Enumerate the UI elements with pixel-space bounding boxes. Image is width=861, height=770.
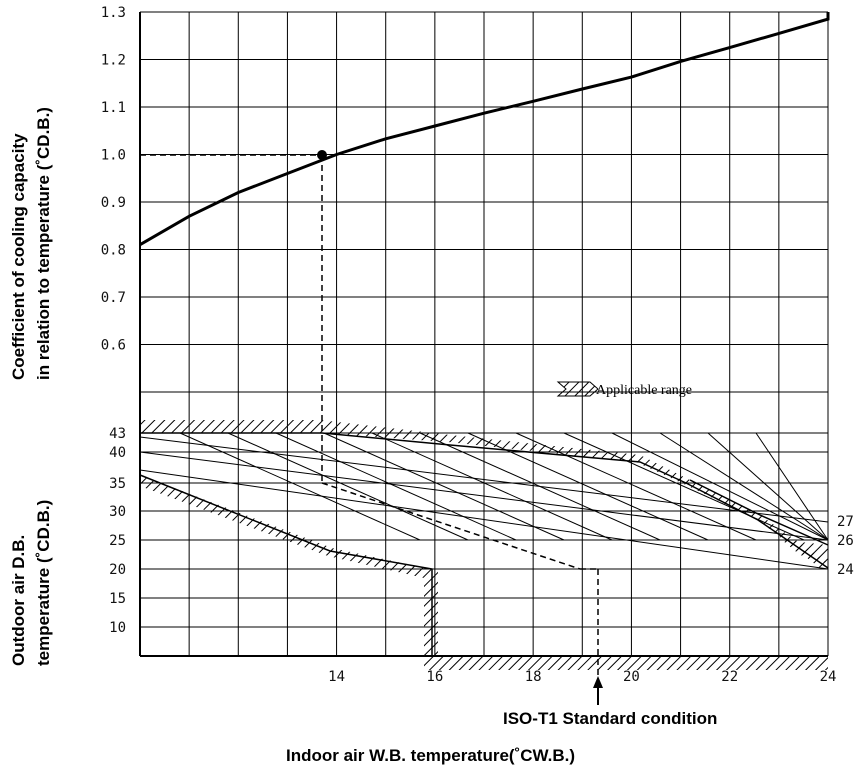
upper-y-label-line1: Coefficient of cooling capacity [9,133,28,380]
lower-y-label-line2: temperature (˚CD.B.) [34,500,53,666]
lower-tick-label: 40 [109,445,126,461]
range-diagonal [707,432,829,541]
lower-y-tick-labels: 43 40 35 30 25 20 15 10 [109,426,126,636]
upper-tick-label: 0.7 [101,290,126,306]
range-diagonal [323,432,565,541]
standard-condition-arrow [593,676,603,705]
right-label: 26 [837,533,854,549]
range-diagonal [139,469,829,570]
range-diagonal [755,432,829,541]
x-tick-label: 20 [623,669,640,685]
lower-tick-label: 43 [109,426,126,442]
x-axis-label: Indoor air W.B. temperature(˚CW.B.) [286,746,575,765]
x-tick-label: 18 [525,669,542,685]
lower-tick-label: 15 [109,591,126,607]
range-diagonal [659,432,829,541]
range-lines [139,432,829,656]
range-diagonal [275,432,517,541]
x-tick-label: 14 [328,669,345,685]
x-tick-label: 16 [426,669,443,685]
upper-tick-label: 1.1 [101,100,126,116]
right-side-labels: 27 26 24 [837,514,854,578]
range-left-edge [139,474,433,656]
x-tick-label: 22 [721,669,738,685]
upper-y-label-line2: in relation to temperature (˚CD.B.) [34,107,53,380]
lower-y-label-line1: Outdoor air D.B. [9,535,28,666]
upper-tick-label: 0.6 [101,338,126,354]
legend-label: Applicable range [596,383,692,398]
upper-tick-label: 1.0 [101,148,126,164]
range-diagonal [563,432,805,541]
range-diagonal [515,432,757,541]
upper-y-tick-labels: 1.3 1.2 1.1 1.0 0.9 0.8 0.7 0.6 [101,5,126,354]
annotation-iso-t1: ISO-T1 Standard condition [503,709,717,728]
reference-lines [140,154,599,680]
ref-diagonal [321,482,581,570]
range-diagonal [139,451,829,541]
hatch-left-boundary [140,475,438,656]
x-tick-label: 24 [820,669,837,685]
lower-tick-label: 35 [109,476,126,492]
range-diagonal [179,432,421,541]
range-diagonal [139,436,829,523]
lower-tick-label: 25 [109,533,126,549]
right-label: 24 [837,562,854,578]
upper-tick-label: 1.2 [101,53,126,69]
range-diagonal [611,432,829,541]
reference-point [317,150,327,160]
hatch-bottom-boundary [424,656,828,670]
legend: Applicable range [556,381,692,398]
grid-lines [140,11,829,656]
x-tick-labels: 14 16 18 20 22 24 [328,669,836,685]
capacity-curve [139,12,830,246]
range-diagonal [371,432,613,541]
axes [139,12,828,657]
lower-tick-label: 20 [109,562,126,578]
upper-tick-label: 0.9 [101,195,126,211]
upper-tick-label: 0.8 [101,243,126,259]
range-diagonal [467,432,709,541]
right-label: 27 [837,514,854,530]
upper-tick-label: 1.3 [101,5,126,21]
lower-tick-label: 10 [109,620,126,636]
range-right-edge [689,479,829,546]
range-top-edge [140,432,829,569]
lower-tick-label: 30 [109,504,126,520]
range-diagonal [227,432,469,541]
legend-swatch [556,381,599,397]
